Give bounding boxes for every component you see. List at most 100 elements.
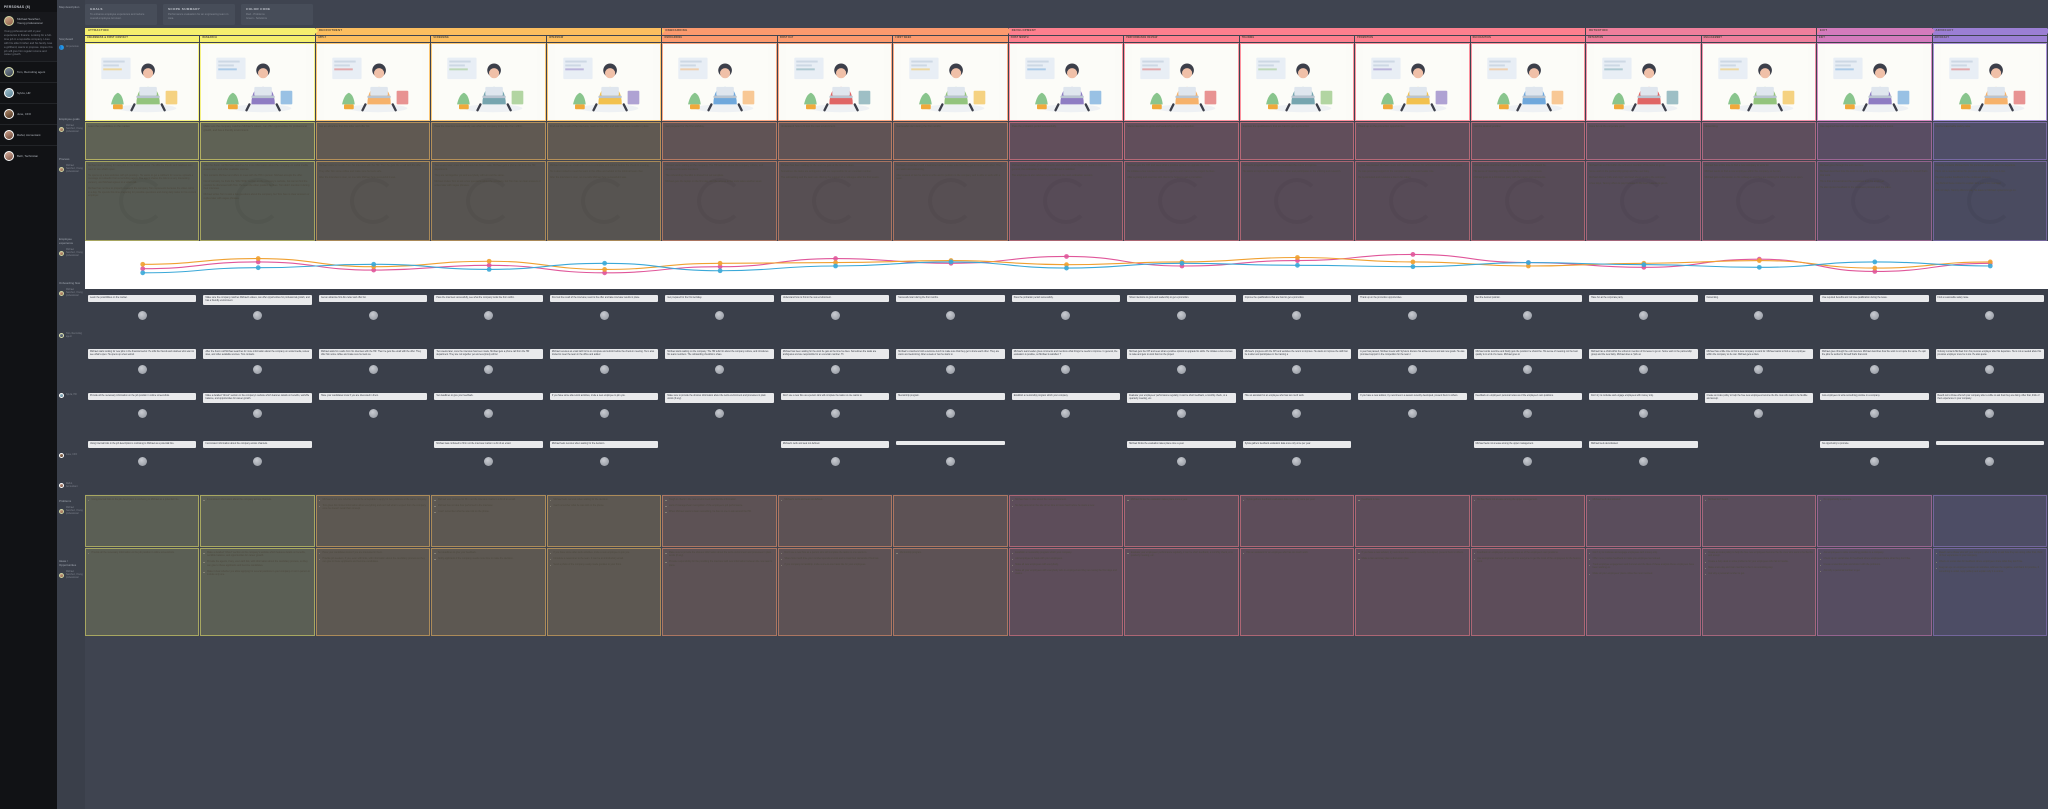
stage-header[interactable]: RETENTION — [1586, 28, 1820, 35]
flow-note[interactable]: Establish a mentorship program which you… — [1011, 393, 1121, 401]
flow-cell[interactable]: Have fun at the corporate party. Michael … — [1586, 289, 1700, 494]
employee-goal-cell[interactable]: Improve the qualifications that are hard… — [1239, 122, 1355, 160]
employee-goal-cell[interactable]: Thank up on the promotion opportunities. — [1355, 122, 1470, 160]
ideas-cell[interactable]: If you have some after-work activities, … — [546, 548, 662, 636]
flow-note[interactable]: Michael's team leader gives comments and… — [1011, 349, 1121, 360]
flow-note[interactable]: Michael goes through the exit interview.… — [1820, 349, 1929, 360]
flow-note[interactable]: Pass the probation period successfully. — [1011, 295, 1121, 303]
column-header[interactable]: PERFORMANCE REVIEW — [1124, 36, 1239, 42]
ideas-cell[interactable]: Hire an assistant for an employee who ha… — [1239, 548, 1355, 636]
scope-summary-card[interactable]: SCOPE SUMMARY Performance evaluation for… — [163, 4, 235, 25]
flow-note[interactable]: Michael's progress with the KPI and webs… — [1242, 349, 1352, 360]
flow-note[interactable]: Michael has a child within the school-in… — [1589, 349, 1698, 360]
process-cell[interactable]: Nobody contacts Michael from his previou… — [1932, 161, 2047, 241]
problems-cell[interactable]: Inconsistent information about the compa… — [200, 495, 315, 547]
persona-item[interactable]: June, CFO — [0, 103, 57, 124]
lane-label[interactable]: Onboarding flow Michael Sanchez, Young pr… — [59, 281, 84, 298]
flow-cell[interactable]: Understand how to fit into the new envir… — [778, 289, 892, 494]
employee-goal-cell[interactable]: Successful start during the first months… — [893, 122, 1008, 160]
flow-persona-label[interactable]: Tom, Recruiting agent — [59, 330, 84, 339]
storyboard-cell[interactable] — [1470, 43, 1586, 121]
ideas-cell[interactable]: Establish a mentorship program which you… — [1008, 548, 1124, 636]
process-cell[interactable]: Michael receives an email with forms to … — [546, 161, 662, 241]
flow-note[interactable]: Find a reasonable salary raise. — [1935, 295, 2044, 303]
stage-header[interactable]: EXIT — [1817, 28, 1935, 35]
column-header[interactable]: SCREENING — [431, 36, 546, 42]
flow-note[interactable]: Thank up on the promotion opportunities. — [1358, 295, 1467, 303]
goals-card[interactable]: GOALS To enhance employee experience and… — [85, 4, 157, 25]
ideas-cell[interactable]: Ask employees to write something positiv… — [1817, 548, 1932, 636]
flow-cell[interactable]: Networking. Michael has a little time to … — [1702, 289, 1816, 494]
flow-note[interactable]: Michael feels demotivated. — [1589, 441, 1698, 449]
stage-header[interactable]: ADVOCACY — [1932, 28, 2048, 35]
problems-cell[interactable]: Michael isn't heard. — [1701, 495, 1817, 547]
flow-note[interactable]: Feedback on employees' personal notes as… — [1473, 393, 1583, 401]
flow-note[interactable]: Find out the result of the interview, re… — [549, 295, 659, 303]
flow-cell[interactable]: Use required benefits and not lose quali… — [1817, 289, 1931, 494]
process-cell[interactable]: Michael's coworkers hold a welcome lunch… — [893, 161, 1008, 241]
storyboard-cell[interactable] — [1239, 43, 1355, 121]
flow-note[interactable]: Pass the interview successfully, see wha… — [434, 295, 543, 303]
column-header[interactable]: FIRST DAY — [777, 36, 893, 42]
storyboard-cell[interactable] — [315, 43, 431, 121]
problems-cell[interactable]: Michael has no clue about the new enviro… — [1008, 495, 1124, 547]
process-cell[interactable]: A year has passed, Michael meets with Sy… — [1355, 161, 1470, 241]
lane-employee-experience[interactable] — [85, 241, 2048, 289]
flow-note[interactable]: Get prepared for the first workday. — [665, 295, 774, 303]
problems-cell[interactable]: Michael is not sure whether it would be … — [315, 495, 431, 547]
flow-note[interactable]: Michael starts looking for new jobs in t… — [88, 349, 197, 360]
persona-item[interactable]: Tom, Recruiting agent — [0, 61, 57, 82]
ideas-cell[interactable]: Don't try to motivate and engage employe… — [1586, 548, 1701, 636]
flow-note[interactable] — [1935, 441, 2044, 445]
storyboard-cell[interactable] — [1701, 43, 1817, 121]
problems-cell[interactable]: Using internal links in the job descript… — [85, 495, 200, 547]
problems-cell[interactable] — [893, 495, 1008, 547]
problems-cell[interactable]: Sylvia gathers feedback evaluation data … — [1239, 495, 1355, 547]
ideas-cell[interactable]: Set deadlines to give your feedback. Noti… — [431, 548, 546, 636]
employee-goal-cell[interactable]: Get prepared for the first workday. — [662, 122, 777, 160]
process-cell[interactable]: Michael's progress with the KPI and webs… — [1239, 161, 1355, 241]
column-header[interactable]: EXIT — [1817, 36, 1932, 42]
flow-note[interactable]: Michael waits for results from his inter… — [318, 349, 428, 360]
flow-note[interactable]: Michael feels not at ease among the uppe… — [1473, 441, 1583, 449]
flow-note[interactable]: Use required benefits and not lose quali… — [1820, 295, 1929, 303]
flow-note[interactable]: Successful start during the first months… — [896, 295, 1005, 303]
process-cell[interactable]: Michael has been waiting for the work he… — [777, 161, 893, 241]
flow-cell[interactable]: Pass the probation period successfully. M… — [1009, 289, 1123, 494]
flow-note[interactable]: Michael has a little time to find a new … — [1704, 349, 1814, 360]
employee-goal-cell[interactable]: Find a reasonable salary raise. — [1932, 122, 2047, 160]
flow-note[interactable]: Get an attractive first-hire letter and … — [318, 295, 428, 303]
ideas-cell[interactable]: Mentorship program. — [893, 548, 1008, 636]
color-code-card[interactable]: COLOR CODE Red - Problems Green - Soluti… — [241, 4, 313, 25]
storyboard-cell[interactable] — [777, 43, 893, 121]
flow-note[interactable]: Michael thinks the evaluation takes plac… — [1127, 441, 1236, 449]
column-header[interactable]: TRAINING — [1239, 36, 1355, 42]
flow-note[interactable]: Michael works overtime and finally gets … — [1473, 349, 1583, 360]
process-cell[interactable]: Michael starts waiting on the company. T… — [662, 161, 777, 241]
flow-note[interactable]: Create an index policy to help the free … — [1704, 393, 1814, 404]
ideas-cell[interactable]: Make a detailed "About" section on the c… — [200, 548, 315, 636]
flow-note[interactable]: Get the desired position. — [1473, 295, 1583, 303]
flow-note[interactable]: Don't use a new hire as a person who wil… — [780, 393, 890, 401]
column-header[interactable]: ADVOCACY — [1932, 36, 2047, 42]
storyboard-cell[interactable] — [1008, 43, 1124, 121]
column-header[interactable]: RECOGNITION — [1470, 36, 1586, 42]
flow-cell[interactable]: Find a reasonable salary raise. Nobody co… — [1933, 289, 2047, 494]
stage-header[interactable]: DEVELOPMENT — [1008, 28, 1589, 35]
flow-note[interactable]: Reach out to those who left your company… — [1935, 393, 2044, 404]
storyboard-cell[interactable] — [200, 43, 315, 121]
process-cell[interactable]: Michael has a little time to find a new … — [1701, 161, 1817, 241]
lane-label[interactable]: Process Michael Sanchez, Young profession… — [59, 157, 84, 174]
flow-note[interactable]: Make sure to provide the obvious informa… — [665, 393, 774, 404]
flow-note[interactable]: Don't try to motivate and engage employe… — [1589, 393, 1698, 401]
column-header[interactable]: INTERVIEW — [546, 36, 662, 42]
flow-note[interactable]: If you have some after-work activities, … — [549, 393, 659, 401]
lane-label[interactable]: Ideas / Opportunities Michael Sanchez, Yo… — [59, 559, 84, 580]
problems-cell[interactable]: Michael feels demotivated. — [1586, 495, 1701, 547]
flow-note[interactable]: After the Zoom call Michael searches for… — [203, 349, 312, 360]
flow-note[interactable]: Sylvia gathers feedback evaluation data … — [1242, 441, 1352, 449]
flow-cell[interactable]: Pass the interview successfully, see wha… — [431, 289, 545, 494]
flow-cell[interactable]: Get the desired position. Michael works o… — [1471, 289, 1585, 494]
column-header[interactable]: ENGAGEMENT — [1701, 36, 1817, 42]
problems-cell[interactable]: Feedback is rare. — [1355, 495, 1470, 547]
